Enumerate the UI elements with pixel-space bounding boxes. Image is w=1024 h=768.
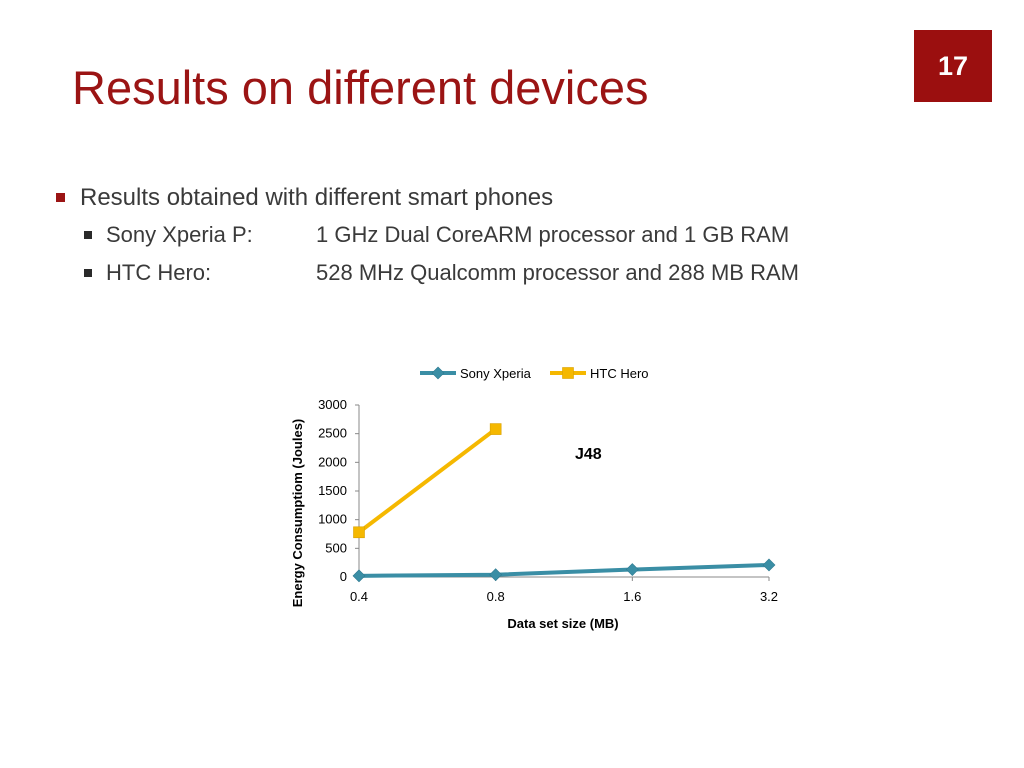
data-point bbox=[625, 563, 639, 576]
series-sony-xperia bbox=[352, 558, 776, 583]
x-tick-label: 0.4 bbox=[350, 589, 368, 604]
legend-label: Sony Xperia bbox=[460, 366, 532, 381]
y-axis-label: Energy Consumptiom (Joules) bbox=[290, 419, 305, 608]
sub-bullet-square-icon bbox=[84, 269, 92, 277]
bullet-square-icon bbox=[56, 193, 65, 202]
series-line bbox=[358, 562, 770, 578]
energy-chart: Sony Xperia HTC Hero 0 500 1000 1500 2000 2500… bbox=[290, 366, 778, 631]
series-htc-hero bbox=[353, 423, 502, 539]
y-tick-label: 2500 bbox=[318, 426, 347, 441]
data-point bbox=[489, 568, 503, 582]
y-tick-label: 1500 bbox=[318, 483, 347, 498]
x-tick-label: 1.6 bbox=[623, 589, 641, 604]
chart-series bbox=[352, 423, 776, 583]
device-spec: 1 GHz Dual CoreARM processor and 1 GB RA… bbox=[316, 222, 790, 247]
sub-bullet-sony: Sony Xperia P: 1 GHz Dual CoreARM process… bbox=[56, 216, 956, 254]
x-axis-label: Data set size (MB) bbox=[507, 616, 618, 631]
chart-axes bbox=[358, 405, 769, 578]
chart-title: J48 bbox=[575, 446, 602, 463]
y-tick-label: 1000 bbox=[318, 512, 347, 527]
bullet-text: Results obtained with different smart ph… bbox=[80, 184, 554, 211]
y-tick-label: 3000 bbox=[318, 397, 347, 412]
sub-bullet-square-icon bbox=[84, 231, 92, 239]
bullet-item: Results obtained with different smart ph… bbox=[56, 180, 956, 216]
sub-bullet-htc: HTC Hero: 528 MHz Qualcomm processor and … bbox=[56, 254, 956, 292]
chart-container: Sony Xperia HTC Hero 0 500 1000 1500 2000 2500… bbox=[280, 355, 800, 650]
bullet-list: Results obtained with different smart ph… bbox=[56, 180, 956, 292]
device-name: Sony Xperia P: bbox=[106, 222, 253, 247]
slide-title: Results on different devices bbox=[72, 61, 649, 114]
legend-marker bbox=[562, 367, 574, 379]
chart-legend: Sony Xperia HTC Hero bbox=[420, 366, 649, 381]
chart-ticks: 0 500 1000 1500 2000 2500 3000 0.4 0.8 1.6 3.2 bbox=[318, 397, 778, 604]
y-tick-label: 0 bbox=[340, 569, 347, 584]
data-point bbox=[489, 423, 502, 435]
y-tick-label: 2000 bbox=[318, 454, 347, 469]
data-point bbox=[352, 569, 366, 583]
device-name: HTC Hero: bbox=[106, 260, 212, 285]
page-number-badge: 17 bbox=[914, 30, 992, 102]
device-spec: 528 MHz Qualcomm processor and 288 MB RA… bbox=[316, 260, 799, 285]
y-tick-label: 500 bbox=[325, 540, 347, 555]
data-point bbox=[762, 558, 776, 572]
series-line bbox=[357, 427, 497, 534]
x-tick-label: 0.8 bbox=[487, 589, 505, 604]
legend-label: HTC Hero bbox=[590, 366, 649, 381]
data-point bbox=[353, 526, 365, 539]
x-tick-label: 3.2 bbox=[760, 589, 778, 604]
legend-marker bbox=[431, 366, 445, 380]
